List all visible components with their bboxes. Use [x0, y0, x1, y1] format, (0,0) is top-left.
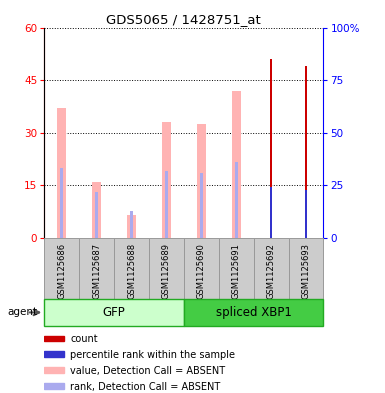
Bar — [44, 351, 64, 357]
Bar — [130, 211, 133, 238]
Bar — [114, 238, 149, 299]
Bar — [165, 171, 168, 238]
Text: count: count — [70, 334, 98, 345]
Bar — [219, 238, 254, 299]
Bar — [44, 367, 64, 373]
Bar — [44, 336, 64, 342]
Text: spliced XBP1: spliced XBP1 — [216, 306, 291, 319]
Bar — [270, 59, 273, 238]
Bar — [149, 238, 184, 299]
Bar — [44, 299, 184, 326]
Text: GSM1125693: GSM1125693 — [301, 242, 310, 299]
Text: GSM1125689: GSM1125689 — [162, 242, 171, 299]
Bar — [184, 299, 323, 326]
Text: GFP: GFP — [103, 306, 126, 319]
Text: GSM1125688: GSM1125688 — [127, 242, 136, 299]
Bar — [270, 187, 272, 238]
Bar — [162, 122, 171, 238]
Text: GSM1125690: GSM1125690 — [197, 242, 206, 299]
Text: agent: agent — [8, 307, 38, 318]
Bar — [235, 162, 238, 238]
Bar — [95, 192, 98, 238]
Title: GDS5065 / 1428751_at: GDS5065 / 1428751_at — [107, 13, 261, 26]
Bar — [305, 66, 307, 238]
Bar — [254, 238, 288, 299]
Bar — [127, 215, 136, 238]
Text: rank, Detection Call = ABSENT: rank, Detection Call = ABSENT — [70, 382, 221, 392]
Bar — [92, 182, 101, 238]
Bar — [44, 238, 79, 299]
Text: GSM1125687: GSM1125687 — [92, 242, 101, 299]
Text: GSM1125686: GSM1125686 — [57, 242, 66, 299]
Bar — [305, 191, 307, 238]
Bar — [288, 238, 323, 299]
Bar — [232, 90, 241, 238]
Text: percentile rank within the sample: percentile rank within the sample — [70, 350, 236, 360]
Bar — [200, 173, 203, 238]
Bar — [197, 124, 206, 238]
Bar — [184, 238, 219, 299]
Bar — [60, 168, 63, 238]
Bar — [79, 238, 114, 299]
Text: GSM1125691: GSM1125691 — [232, 242, 241, 299]
Text: GSM1125692: GSM1125692 — [266, 242, 276, 299]
Bar — [57, 108, 66, 238]
Text: value, Detection Call = ABSENT: value, Detection Call = ABSENT — [70, 366, 226, 376]
Bar — [44, 383, 64, 389]
